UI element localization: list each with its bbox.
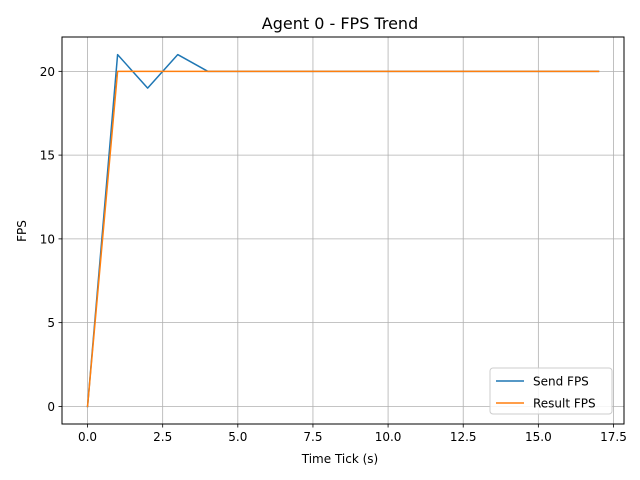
- y-tick-label: 0: [47, 400, 55, 414]
- x-tick-label: 2.5: [153, 430, 172, 444]
- grid-lines: [62, 37, 624, 424]
- plot-area-frame: [61, 36, 625, 425]
- series-line-result-fps: [86, 70, 600, 408]
- x-tick-label: 7.5: [303, 430, 322, 444]
- legend-label-result-fps: Result FPS: [533, 397, 596, 411]
- y-tick-label: 20: [40, 65, 55, 79]
- x-tick-label: 15.0: [525, 430, 552, 444]
- y-axis-label: FPS: [15, 220, 29, 242]
- legend-label-send-fps: Send FPS: [533, 375, 589, 389]
- legend: Send FPS Result FPS: [489, 367, 613, 415]
- y-tick-label: 15: [40, 149, 55, 163]
- x-tick-label: 10.0: [375, 430, 402, 444]
- y-tick-label: 10: [40, 232, 55, 246]
- axis-ticks: 0.0 2.5 5.0 7.5 10.0 12.5 15.0 17.5 0 5 10 15 20: [40, 65, 627, 444]
- x-tick-label: 17.5: [600, 430, 627, 444]
- x-tick-label: 0.0: [78, 430, 97, 444]
- x-tick-label: 5.0: [228, 430, 247, 444]
- series-lines: [86, 53, 600, 408]
- x-axis-label: Time Tick (s): [301, 452, 378, 466]
- y-tick-label: 5: [47, 316, 55, 330]
- chart-title: Agent 0 - FPS Trend: [262, 14, 418, 33]
- x-tick-label: 12.5: [450, 430, 477, 444]
